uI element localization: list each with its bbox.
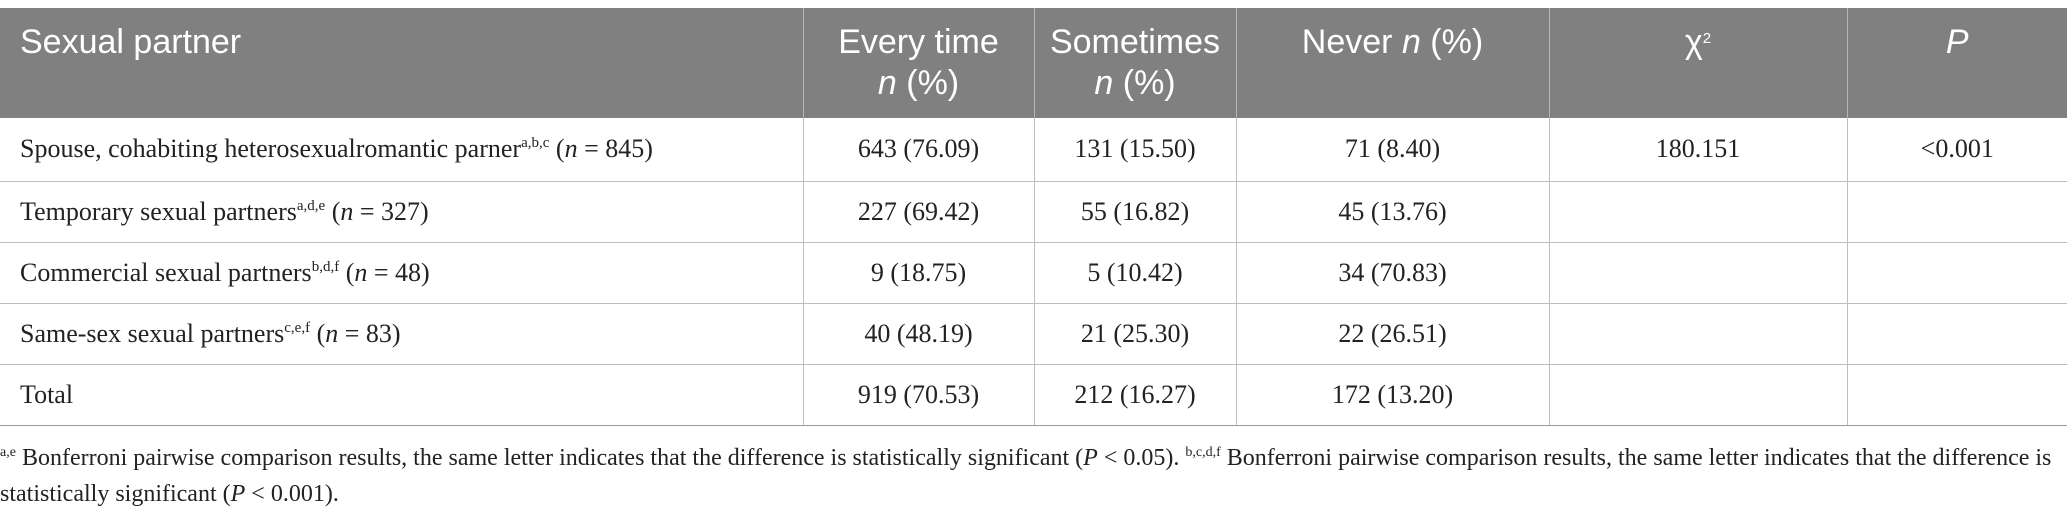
table-row: Total 919 (70.53) 212 (16.27) 172 (13.20… [0,364,2067,426]
row-label-sup: a,b,c [521,135,550,152]
row-label: Commercial sexual partners [20,257,312,287]
row-label-cell: Total [0,364,803,426]
row-n-value: = 83) [338,318,401,348]
footnote-text-2: Bonferroni pairwise comparison results, … [0,445,2052,507]
row-n-symbol: n [564,134,578,164]
table-row: Temporary sexual partnersa,d,e (n = 327)… [0,181,2067,243]
header-p: P [1846,8,2067,118]
row-label-sup: a,d,e [296,197,326,214]
every-time-cell: 643 (76.09) [802,118,1034,182]
row-n-open: ( [549,134,565,164]
row-n-open: ( [325,196,341,226]
header-never: Never n (%) [1235,8,1549,118]
table-row: Spouse, cohabiting heterosexualromantic … [0,118,2067,182]
header-sexual-partner-text: Sexual partner [20,23,242,61]
header-chi-sup: 2 [1702,30,1712,47]
row-n-symbol: n [340,196,354,226]
footnote-text-1: Bonferroni pairwise comparison results, … [15,445,1084,471]
sometimes-cell: 212 (16.27) [1033,364,1236,426]
never-cell: 22 (26.51) [1235,303,1549,365]
chi-square-cell [1548,303,1847,365]
footnote-sup-1: a,e [0,445,16,460]
footnote-p-2: P [230,481,246,507]
row-n-value: = 48) [367,257,430,287]
results-table-container: Sexual partner Every time n (%) Sometimes… [0,8,2067,426]
every-time-cell: 919 (70.53) [802,364,1034,426]
header-sometimes: Sometimes n (%) [1033,8,1236,118]
row-label-cell: Commercial sexual partnersb,d,f (n = 48) [0,242,803,304]
row-n-symbol: n [354,257,368,287]
header-sexual-partner: Sexual partner [0,8,803,118]
every-time-cell: 9 (18.75) [802,242,1034,304]
header-sometimes-pct: (%) [1113,64,1176,102]
header-every-time: Every time n (%) [802,8,1034,118]
table-header-row: Sexual partner Every time n (%) Sometimes… [0,8,2067,118]
header-chi-square: χ2 [1548,8,1847,118]
row-label-cell: Temporary sexual partnersa,d,e (n = 327) [0,181,803,243]
row-label: Total [20,379,74,409]
results-table: Sexual partner Every time n (%) Sometimes… [0,8,2067,426]
row-label: Temporary sexual partners [20,196,297,226]
chi-square-cell [1548,181,1847,243]
header-chi-symbol: χ [1684,23,1703,61]
header-every-time-text: Every time [838,23,999,61]
header-sometimes-text: Sometimes [1049,23,1221,61]
every-time-cell: 40 (48.19) [802,303,1034,365]
row-label: Spouse, cohabiting heterosexualromantic … [20,134,522,164]
footnote-value-2: < 0.001). [245,481,339,507]
p-value-cell [1846,364,2067,426]
footnote-sup-2: b,c,d,f [1185,445,1221,460]
never-cell: 34 (70.83) [1235,242,1549,304]
row-label-sup: b,d,f [311,258,340,275]
header-p-text: P [1945,23,1969,61]
table-row: Commercial sexual partnersb,d,f (n = 48)… [0,242,2067,304]
chi-square-cell [1548,364,1847,426]
header-never-text: Never [1301,23,1402,61]
row-label: Same-sex sexual partners [20,318,285,348]
footnote-value-1: < 0.05). [1097,445,1186,471]
never-cell: 172 (13.20) [1235,364,1549,426]
header-never-n: n [1401,23,1421,61]
row-n-value: = 845) [577,134,653,164]
row-n-open: ( [310,318,326,348]
row-label-cell: Same-sex sexual partnersc,e,f (n = 83) [0,303,803,365]
sometimes-cell: 21 (25.30) [1033,303,1236,365]
row-n-symbol: n [325,318,339,348]
sometimes-cell: 5 (10.42) [1033,242,1236,304]
p-value-cell [1846,242,2067,304]
table-row: Same-sex sexual partnersc,e,f (n = 83) 4… [0,303,2067,365]
sometimes-cell: 131 (15.50) [1033,118,1236,182]
row-label-sup: c,e,f [284,319,311,336]
row-n-value: = 327) [353,196,429,226]
row-n-open: ( [339,257,355,287]
p-value-cell: <0.001 [1846,118,2067,182]
p-value-cell [1846,181,2067,243]
never-cell: 71 (8.40) [1235,118,1549,182]
chi-square-cell [1548,242,1847,304]
chi-square-cell: 180.151 [1548,118,1847,182]
header-sometimes-n: n [1094,64,1114,102]
every-time-cell: 227 (69.42) [802,181,1034,243]
header-every-time-pct: (%) [896,64,960,102]
row-label-cell: Spouse, cohabiting heterosexualromantic … [0,118,803,182]
sometimes-cell: 55 (16.82) [1033,181,1236,243]
never-cell: 45 (13.76) [1235,181,1549,243]
footnote-p-1: P [1083,445,1098,471]
header-never-pct: (%) [1420,23,1484,61]
p-value-cell [1846,303,2067,365]
header-every-time-n: n [877,64,897,102]
table-footnote: a,e Bonferroni pairwise comparison resul… [0,440,2067,512]
